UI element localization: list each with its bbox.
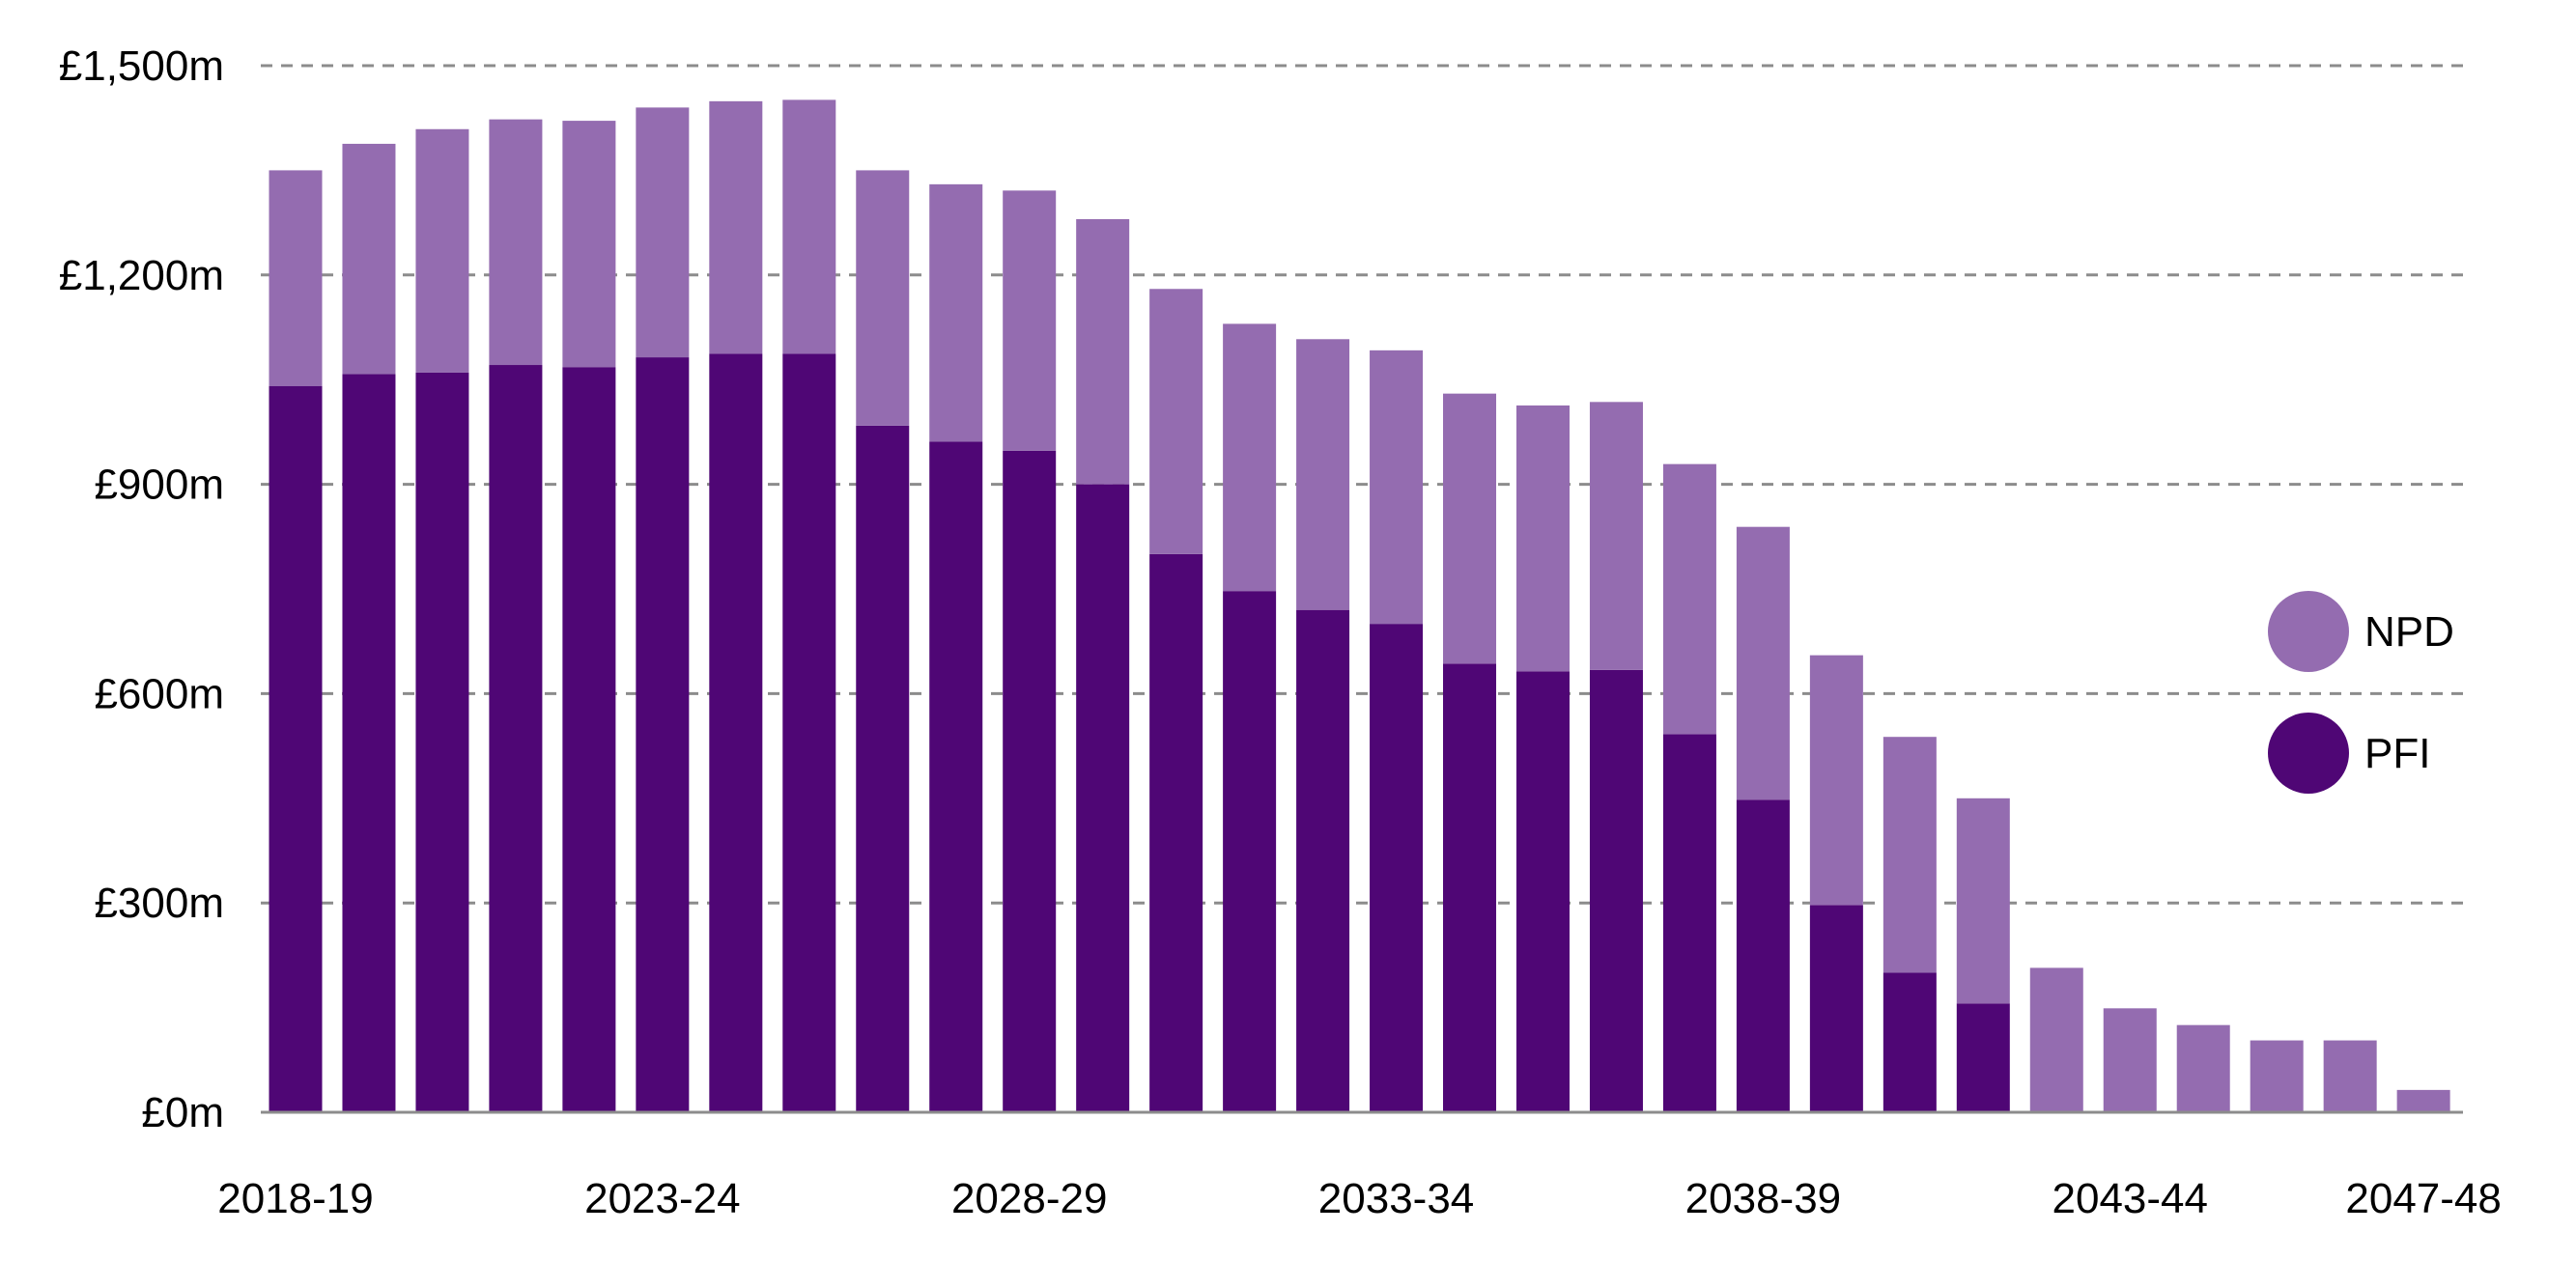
- bar-pfi-2041-42: [1956, 1003, 2010, 1112]
- bar-pfi-2025-26: [782, 353, 836, 1113]
- legend: NPD PFI: [2268, 591, 2454, 794]
- bar-npd-2029-30: [1076, 218, 1130, 485]
- y-tick-label: £300m: [94, 880, 224, 927]
- bar-npd-2019-20: [342, 143, 396, 375]
- bar-npd-2046-47: [2323, 1040, 2377, 1112]
- bar-pfi-2039-40: [1809, 905, 1863, 1112]
- y-tick-label: £1,500m: [59, 42, 224, 90]
- bar-pfi-2022-23: [562, 367, 616, 1112]
- x-tick-label: 2023-24: [584, 1175, 740, 1222]
- bar-npd-2040-41: [1882, 737, 1937, 973]
- bar-npd-2047-48: [2396, 1089, 2450, 1112]
- bar-pfi-2024-25: [709, 353, 763, 1113]
- bar-npd-2022-23: [562, 121, 616, 368]
- bar-npd-2025-26: [782, 99, 836, 354]
- bar-npd-2021-22: [489, 119, 543, 366]
- x-axis: 2018-19 2023-24 2028-29 2033-34 2038-39 2043-…: [217, 1175, 2502, 1222]
- y-tick-label: £600m: [94, 670, 224, 717]
- x-tick-label: 2043-44: [2052, 1175, 2208, 1222]
- bar-npd-2036-37: [1589, 402, 1643, 670]
- bar-npd-2043-44: [2103, 1008, 2157, 1112]
- bar-npd-2027-28: [929, 183, 983, 442]
- bar-pfi-2035-36: [1515, 671, 1570, 1112]
- bar-pfi-2031-32: [1223, 591, 1277, 1112]
- bar-npd-2038-39: [1736, 526, 1790, 800]
- bar-npd-2037-38: [1662, 463, 1716, 735]
- bar-npd-2035-36: [1515, 405, 1570, 672]
- bar-pfi-2029-30: [1076, 484, 1130, 1113]
- bar-npd-2028-29: [1003, 190, 1057, 451]
- bar-npd-2032-33: [1296, 339, 1350, 610]
- bar-npd-2023-24: [636, 107, 690, 358]
- x-tick-label: 2028-29: [951, 1175, 1107, 1222]
- bar-pfi-2032-33: [1296, 609, 1350, 1112]
- bar-pfi-2028-29: [1003, 450, 1057, 1112]
- bar-npd-2020-21: [415, 128, 469, 373]
- bar-npd-2030-31: [1149, 289, 1203, 554]
- bar-pfi-2033-34: [1370, 624, 1424, 1112]
- legend-swatch-npd: [2268, 591, 2349, 672]
- y-tick-label: £0m: [141, 1089, 224, 1136]
- bar-npd-2033-34: [1370, 350, 1424, 625]
- bar-pfi-2030-31: [1149, 553, 1203, 1112]
- bar-npd-2042-43: [2029, 967, 2083, 1112]
- bar-pfi-2027-28: [929, 441, 983, 1112]
- bar-pfi-2036-37: [1589, 669, 1643, 1112]
- bar-pfi-2037-38: [1662, 734, 1716, 1112]
- bar-npd-2026-27: [856, 170, 910, 426]
- legend-label-npd: NPD: [2364, 608, 2454, 656]
- bar-pfi-2026-27: [856, 425, 910, 1112]
- bar-pfi-2034-35: [1443, 663, 1497, 1112]
- x-tick-label: 2033-34: [1318, 1175, 1474, 1222]
- bar-pfi-2018-19: [269, 385, 323, 1113]
- gridlines: [261, 64, 2463, 905]
- bar-pfi-2019-20: [342, 374, 396, 1112]
- legend-swatch-pfi: [2268, 713, 2349, 794]
- bar-pfi-2021-22: [489, 365, 543, 1112]
- x-tick-label: 2038-39: [1685, 1175, 1841, 1222]
- bar-npd-2039-40: [1809, 655, 1863, 906]
- bar-npd-2044-45: [2176, 1024, 2230, 1112]
- bar-npd-2034-35: [1443, 393, 1497, 664]
- y-axis: £0m £300m £600m £900m £1,200m £1,500m: [59, 42, 224, 1136]
- bar-npd-2045-46: [2250, 1040, 2304, 1112]
- y-tick-label: £1,200m: [59, 252, 224, 299]
- bar-pfi-2020-21: [415, 372, 469, 1112]
- bar-npd-2024-25: [709, 100, 763, 354]
- bar-npd-2018-19: [269, 170, 323, 386]
- bars: [269, 99, 2450, 1113]
- bar-pfi-2038-39: [1736, 799, 1790, 1112]
- bar-pfi-2023-24: [636, 357, 690, 1112]
- bar-npd-2041-42: [1956, 798, 2010, 1004]
- legend-label-pfi: PFI: [2364, 730, 2430, 777]
- y-tick-label: £900m: [94, 462, 224, 509]
- bar-pfi-2040-41: [1882, 972, 1937, 1112]
- bar-npd-2031-32: [1223, 323, 1277, 592]
- x-tick-label: 2018-19: [217, 1175, 373, 1222]
- x-tick-label: 2047-48: [2345, 1175, 2501, 1222]
